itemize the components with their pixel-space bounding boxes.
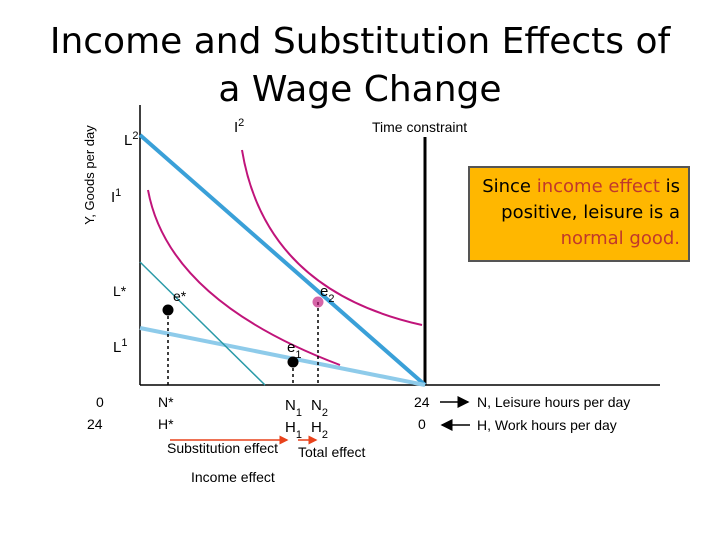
income-effect-callout: Since income effect is positive, leisure… xyxy=(468,166,690,262)
y-label-lstar: L* xyxy=(113,283,127,299)
x-label-hstar: H* xyxy=(158,416,174,432)
budget-line-old xyxy=(139,326,426,387)
x-axis-label-leisure: N, Leisure hours per day xyxy=(477,394,630,410)
x-axis-label-work: H, Work hours per day xyxy=(477,417,617,433)
compensated-budget-line xyxy=(139,261,266,386)
x-label-0: 0 xyxy=(96,394,104,410)
callout-highlight-income-effect: income effect xyxy=(536,176,660,197)
x-label-24-bottom: 24 xyxy=(87,416,103,432)
point-e2 xyxy=(312,296,324,308)
callout-text-1: Since xyxy=(482,176,537,197)
point-estar xyxy=(162,304,174,316)
y-label-l1: L1 xyxy=(113,337,127,356)
y-axis-label: Y, Goods per day xyxy=(82,125,97,225)
time-constraint-label: Time constraint xyxy=(372,119,467,135)
curve-label-i2: I2 xyxy=(234,117,244,136)
page-title: Income and Substitution Effects of a Wag… xyxy=(49,21,671,110)
indifference-curve-i1 xyxy=(147,189,341,366)
callout-text-2: is positive, leisure is a xyxy=(501,176,680,223)
x-label-0-bottom: 0 xyxy=(418,416,426,432)
x-label-h2: H2 xyxy=(311,419,328,441)
point-e1 xyxy=(287,356,299,368)
indifference-curve-i2 xyxy=(241,149,423,326)
x-label-nstar: N* xyxy=(158,394,174,410)
x-label-h1: H1 xyxy=(285,419,302,441)
x-label-24-top: 24 xyxy=(414,394,430,410)
callout-highlight-normal-good: normal good. xyxy=(560,228,680,249)
label-estar: e* xyxy=(173,288,187,304)
budget-line-new xyxy=(138,133,427,387)
x-label-n2: N2 xyxy=(311,397,328,419)
income-effect-label: Income effect xyxy=(191,469,275,485)
substitution-effect-label: Substitution effect xyxy=(167,440,278,456)
y-label-i1: I1 xyxy=(111,187,121,206)
y-label-l2: L2 xyxy=(124,130,138,149)
x-label-n1: N1 xyxy=(285,397,302,419)
total-effect-label: Total effect xyxy=(298,444,366,460)
